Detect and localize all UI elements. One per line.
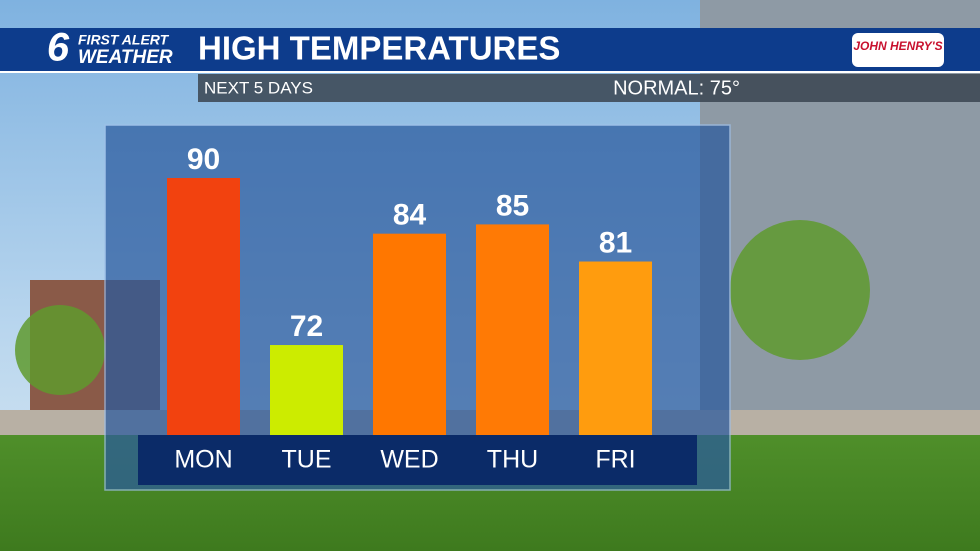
x-tick-label: WED <box>380 446 438 474</box>
normal-label: NORMAL: 75° <box>613 77 740 99</box>
x-tick-label: MON <box>174 446 232 474</box>
bar <box>373 233 446 435</box>
tree <box>730 220 870 360</box>
value-label: 90 <box>187 143 220 176</box>
bar <box>579 261 652 435</box>
value-label: 85 <box>496 189 529 222</box>
subtitle-bar <box>198 74 980 102</box>
x-tick-label: THU <box>487 446 538 474</box>
bar <box>270 345 343 435</box>
value-label: 72 <box>290 310 323 343</box>
brand-number: 6 <box>47 26 70 70</box>
sponsor: JOHN HENRY'S <box>853 39 942 53</box>
brand-line: FIRST ALERT <box>78 32 170 48</box>
x-tick-label: FRI <box>595 446 635 474</box>
bar <box>167 178 240 435</box>
tree <box>15 305 105 395</box>
brand-line: WEATHER <box>78 47 173 68</box>
subtitle: NEXT 5 DAYS <box>204 78 313 97</box>
value-label: 84 <box>393 199 427 232</box>
x-tick-label: TUE <box>282 446 332 474</box>
chart-title: HIGH TEMPERATURES <box>198 30 560 67</box>
value-label: 81 <box>599 226 632 259</box>
label-band <box>138 435 697 485</box>
sponsor-badge <box>852 33 944 67</box>
title-banner <box>0 28 980 72</box>
bar <box>476 224 549 435</box>
